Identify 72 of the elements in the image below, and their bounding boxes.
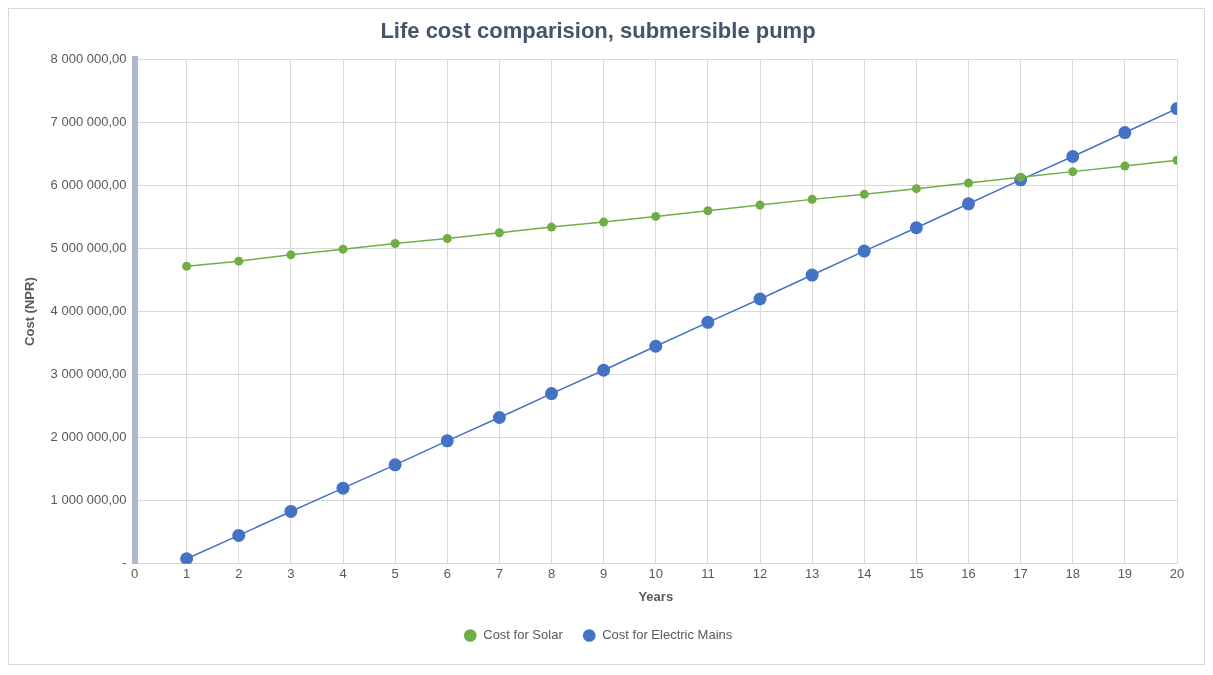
x-tick-label: 0 [130, 566, 139, 582]
y-tick-label: 3 000 000,00 [50, 366, 127, 382]
x-tick-label: 6 [443, 566, 451, 582]
y-tick-label: 6 000 000,00 [50, 177, 127, 193]
x-tick-label: 13 [804, 566, 820, 582]
y-tick-label: 5 000 000,00 [50, 240, 127, 256]
legend-label: Cost for Solar [483, 627, 564, 643]
point [805, 268, 819, 282]
x-tick-label: 15 [909, 566, 924, 582]
point [388, 458, 402, 472]
x-tick-label: 17 [1013, 566, 1028, 582]
x-tick-label: 18 [1065, 566, 1080, 582]
x-tick-label: 12 [752, 566, 768, 582]
point [599, 217, 609, 227]
point [964, 178, 973, 188]
y-tick-label: 4 000 000,00 [50, 303, 127, 319]
point [859, 189, 869, 199]
y-tick-label: 8 000 000,00 [50, 50, 127, 66]
point [442, 233, 452, 243]
legend-label: Cost for Electric Mains [602, 627, 733, 643]
point [807, 194, 817, 204]
point [649, 339, 663, 353]
point [286, 250, 296, 260]
x-tick-label: 11 [701, 566, 715, 582]
y-tick-label: 7 000 000,00 [50, 114, 127, 130]
point [547, 222, 556, 232]
point [338, 244, 348, 254]
y-tick-label: 2 000 000,00 [50, 429, 127, 445]
point [755, 200, 765, 210]
point [284, 504, 298, 518]
point [336, 481, 350, 495]
point [651, 211, 661, 221]
x-tick-label: 4 [339, 566, 347, 582]
point [753, 292, 767, 306]
x-tick-label: 8 [547, 566, 556, 582]
y-axis-title: Cost (NPR) [22, 277, 38, 346]
chart-title: Life cost comparision, submersible pump [380, 18, 816, 44]
y-tick-label: 1 000 000,00 [50, 492, 127, 508]
x-tick-label: 20 [1169, 566, 1185, 582]
point [180, 552, 194, 564]
point [1118, 126, 1132, 140]
x-tick-label: 5 [391, 566, 399, 582]
point [911, 184, 921, 194]
point [440, 434, 454, 448]
point [962, 197, 975, 211]
point [232, 528, 246, 542]
y-tick-label: - [122, 555, 127, 571]
x-tick-label: 14 [857, 566, 872, 582]
point [857, 244, 871, 258]
x-tick-label: 3 [287, 566, 295, 582]
x-tick-label: 7 [495, 566, 503, 582]
point [597, 363, 611, 377]
point [1066, 150, 1080, 163]
point [545, 387, 558, 401]
x-tick-label: 16 [961, 566, 976, 582]
point [494, 228, 504, 238]
point [492, 411, 506, 425]
x-tick-label: 19 [1117, 566, 1133, 582]
x-tick-label: 1 [183, 566, 191, 582]
x-tick-label: 2 [235, 566, 243, 582]
x-tick-label: 10 [648, 566, 663, 582]
point [234, 256, 244, 266]
x-tick-label: 9 [600, 566, 608, 582]
point [1016, 172, 1026, 182]
point [1120, 161, 1130, 171]
point [390, 239, 400, 249]
point [182, 261, 192, 271]
point [909, 221, 923, 235]
point [703, 206, 713, 216]
point [701, 315, 715, 329]
x-axis-title: Years [638, 588, 674, 604]
point [1068, 167, 1078, 177]
